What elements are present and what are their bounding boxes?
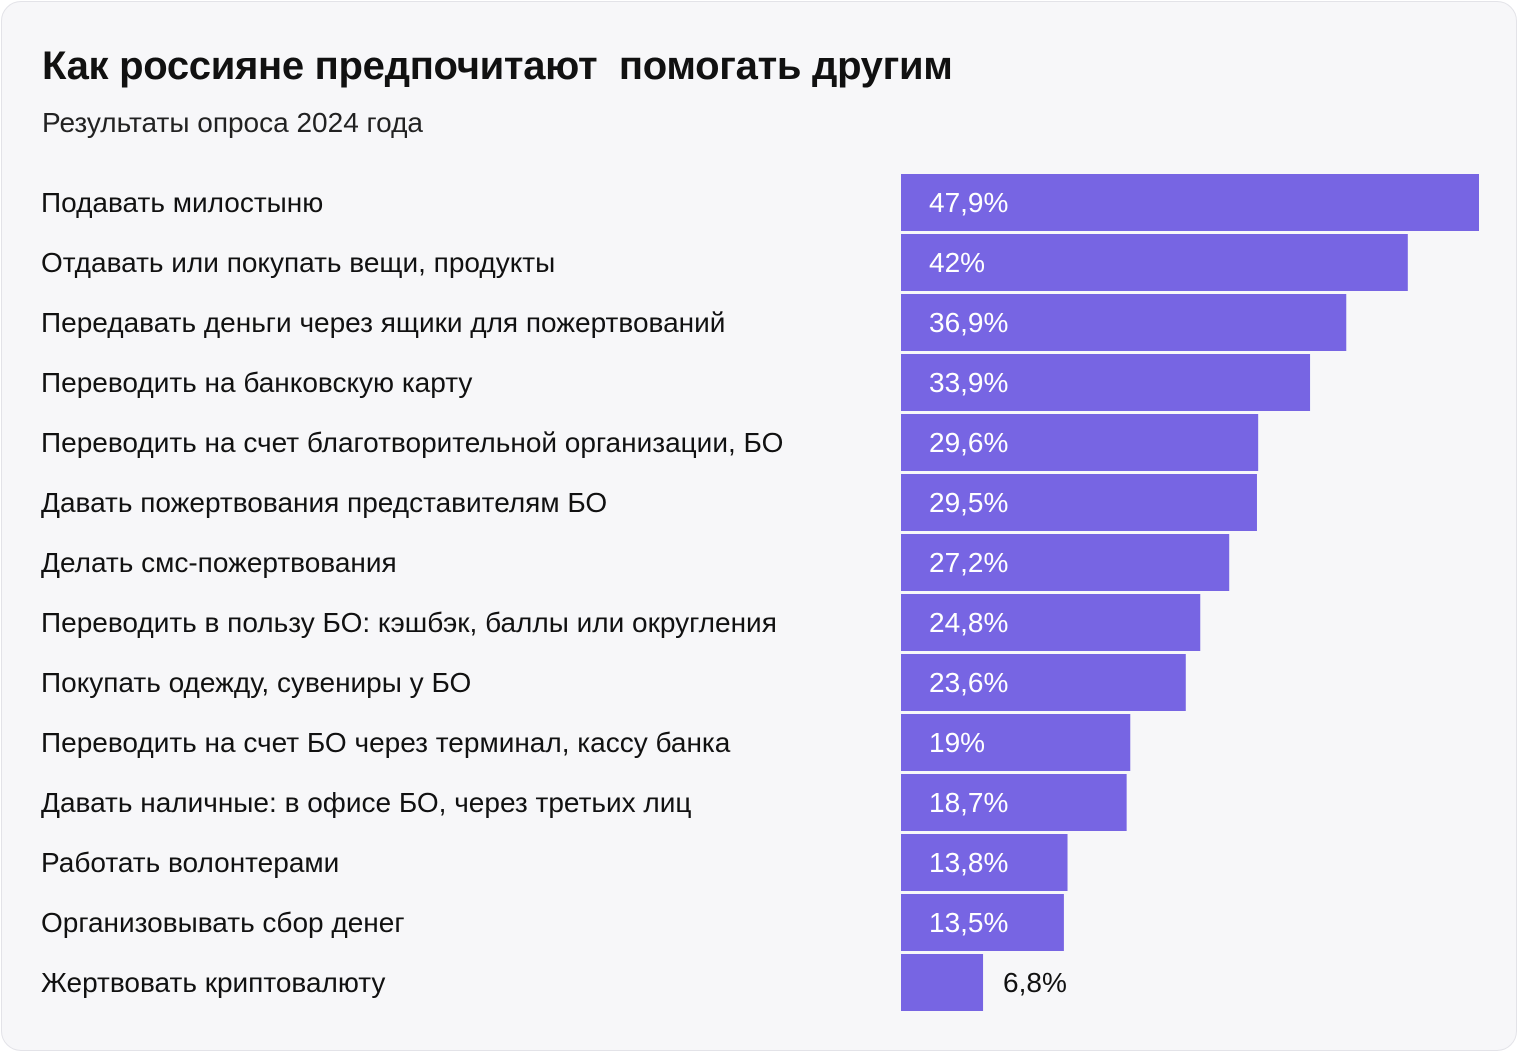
bar-row: Передавать деньги через ящики для пожерт…: [41, 294, 1347, 351]
value-label: 24,8%: [929, 607, 1008, 638]
bar-row: Переводить на счет БО через терминал, ка…: [41, 714, 1131, 771]
bar: [901, 594, 1201, 651]
value-label: 13,5%: [929, 907, 1008, 938]
category-label: Жертвовать криптовалюту: [41, 967, 385, 998]
value-label: 42%: [929, 247, 985, 278]
bar-row: Переводить на счет благотворительной орг…: [41, 414, 1259, 471]
chart-subtitle: Результаты опроса 2024 года: [42, 107, 424, 138]
value-label: 27,2%: [929, 547, 1008, 578]
bar: [901, 234, 1408, 291]
category-label: Организовывать сбор денег: [41, 907, 405, 938]
bar: [901, 894, 1064, 951]
category-label: Покупать одежду, сувениры у БО: [41, 667, 471, 698]
bar: [901, 354, 1311, 411]
bar-row: Давать пожертвования представителям БО 29…: [41, 474, 1257, 531]
bar-row: Переводить на банковскую карту 33,9%: [41, 354, 1311, 411]
chart-title: Как россияне предпочитают помогать други…: [42, 44, 953, 88]
bar: [901, 474, 1257, 531]
category-label: Работать волонтерами: [41, 847, 339, 878]
value-label: 6,8%: [1003, 967, 1067, 998]
bar-row: Подавать милостыню 47,9%: [41, 174, 1479, 231]
value-label: 13,8%: [929, 847, 1008, 878]
bar-row: Делать смс-пожертвования 27,2%: [41, 534, 1230, 591]
value-label: 36,9%: [929, 307, 1008, 338]
category-label: Давать наличные: в офисе БО, через треть…: [41, 787, 691, 818]
bar: [901, 174, 1479, 231]
category-label: Делать смс-пожертвования: [41, 547, 397, 578]
bar: [901, 834, 1068, 891]
category-label: Отдавать или покупать вещи, продукты: [41, 247, 555, 278]
bar: [901, 774, 1127, 831]
value-label: 18,7%: [929, 787, 1008, 818]
category-label: Давать пожертвования представителям БО: [41, 487, 607, 518]
value-label: 29,5%: [929, 487, 1008, 518]
bar: [901, 534, 1230, 591]
category-label: Подавать милостыню: [41, 187, 323, 218]
bar: [901, 294, 1347, 351]
category-label: Переводить на счет БО через терминал, ка…: [41, 727, 731, 758]
bar: [901, 714, 1131, 771]
bar: [901, 954, 984, 1011]
category-label: Переводить на счет благотворительной орг…: [41, 427, 783, 458]
bar-row: Работать волонтерами 13,8%: [41, 834, 1068, 891]
category-label: Переводить в пользу БО: кэшбэк, баллы ил…: [41, 607, 777, 638]
bar: [901, 414, 1259, 471]
bar: [901, 654, 1186, 711]
bar-row: Переводить в пользу БО: кэшбэк, баллы ил…: [41, 594, 1201, 651]
bar-row: Покупать одежду, сувениры у БО 23,6%: [41, 654, 1186, 711]
bar-row: Жертвовать криптовалюту 6,8%: [41, 954, 1067, 1011]
bar-row: Отдавать или покупать вещи, продукты 42%: [41, 234, 1408, 291]
category-label: Переводить на банковскую карту: [41, 367, 472, 398]
bar-row: Организовывать сбор денег 13,5%: [41, 894, 1064, 951]
value-label: 19%: [929, 727, 985, 758]
category-label: Передавать деньги через ящики для пожерт…: [41, 307, 725, 338]
value-label: 29,6%: [929, 427, 1008, 458]
bar-row: Давать наличные: в офисе БО, через треть…: [41, 774, 1127, 831]
value-label: 23,6%: [929, 667, 1008, 698]
value-label: 33,9%: [929, 367, 1008, 398]
value-label: 47,9%: [929, 187, 1008, 218]
